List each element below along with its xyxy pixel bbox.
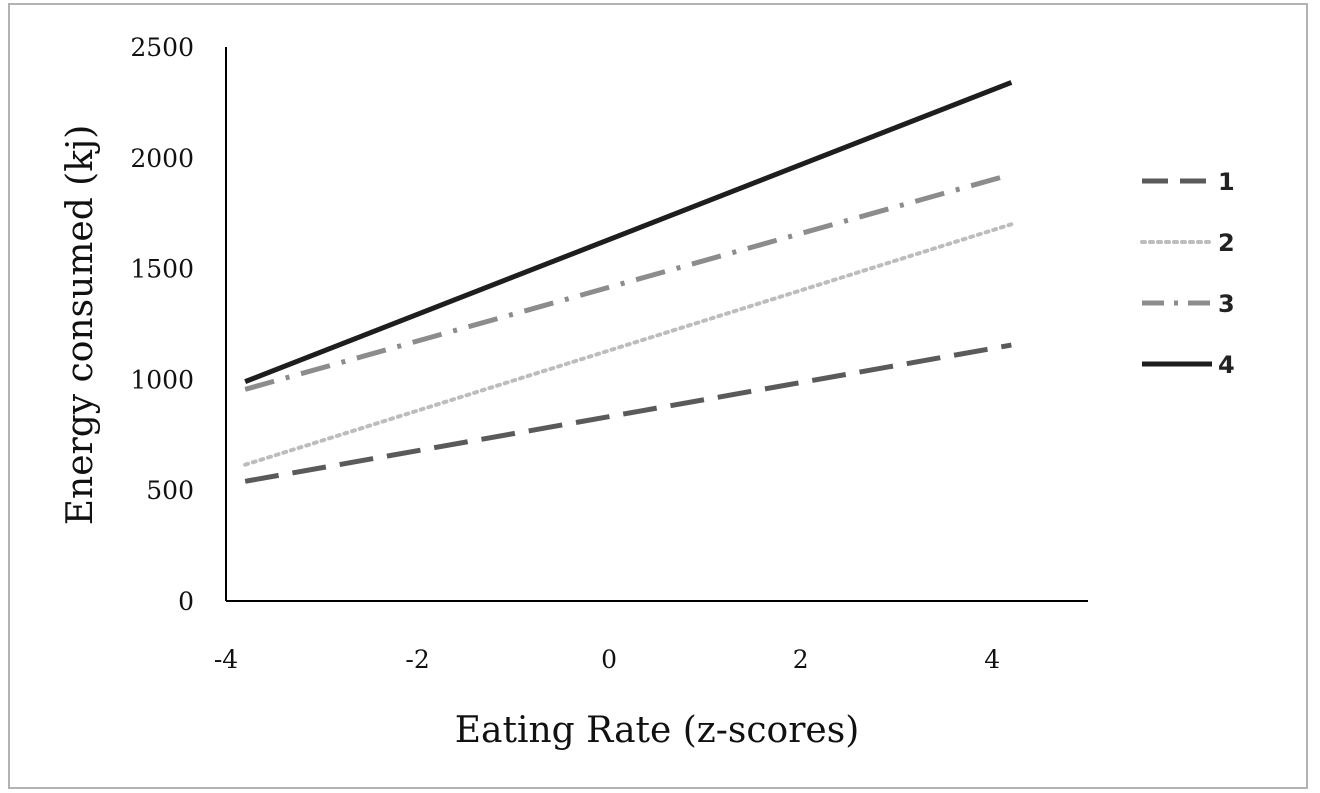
x-tick-label: 0 <box>601 645 617 674</box>
series-line-1 <box>244 342 1012 484</box>
x-tick-label: 4 <box>984 645 1000 674</box>
legend-label-2: 2 <box>1218 229 1235 257</box>
x-tick-label: -4 <box>214 645 238 674</box>
series-line-2 <box>243 222 1014 467</box>
legend-label-1: 1 <box>1218 168 1235 196</box>
y-tick-label: 2000 <box>130 144 194 173</box>
x-tick-label: 2 <box>793 645 809 674</box>
x-axis-title: Eating Rate (z-scores) <box>455 710 860 751</box>
y-axis-title: Energy consumed (kj) <box>60 125 101 525</box>
x-tick-label: -2 <box>405 645 429 674</box>
y-tick-label: 1500 <box>130 255 194 284</box>
chart-frame <box>8 3 1308 789</box>
legend-label-3: 3 <box>1218 290 1235 318</box>
series-line-3 <box>244 172 1013 392</box>
y-tick-label: 1000 <box>130 365 194 394</box>
y-tick-label: 500 <box>146 476 194 505</box>
y-tick-label: 0 <box>178 587 194 616</box>
y-tick-label: 2500 <box>130 33 194 62</box>
series-line-4 <box>244 80 1013 384</box>
legend-label-4: 4 <box>1218 351 1235 379</box>
